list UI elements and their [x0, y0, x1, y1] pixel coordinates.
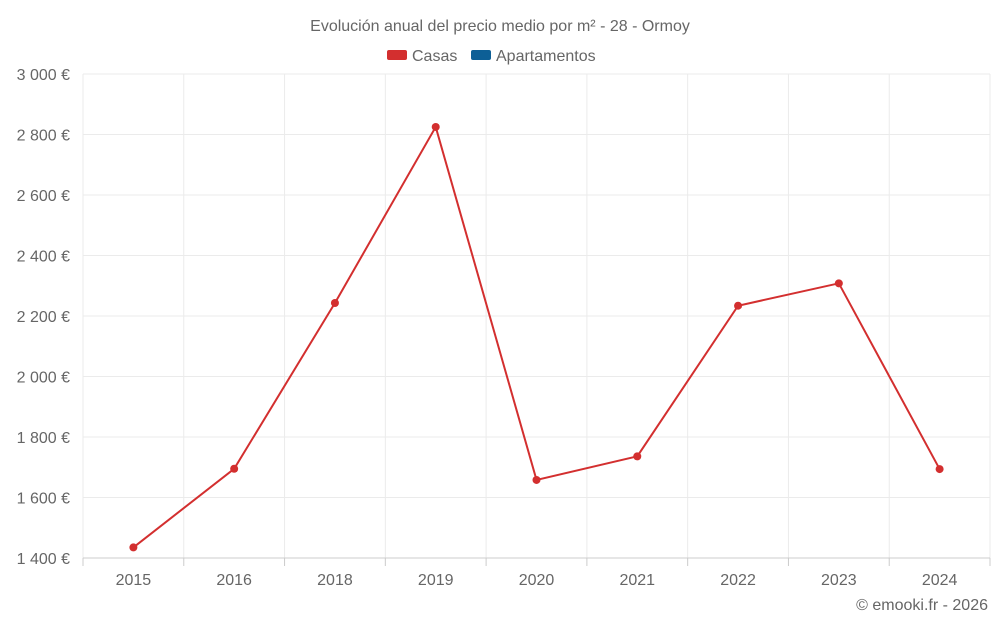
- data-point-casas[interactable]: [532, 475, 541, 484]
- x-axis-ticks: 2015 2016 2018 2019 2020 2021 2022 2023 2024: [82, 558, 991, 589]
- y-tick-label: 2 600 €: [17, 188, 70, 205]
- y-axis-ticks: 1 400 € 1 600 € 1 800 € 2 000 € 2 200 € 2 400…: [17, 67, 70, 568]
- legend-swatch-casas: [387, 50, 407, 60]
- x-tick-label: 2021: [619, 572, 655, 589]
- y-tick-label: 1 800 €: [17, 430, 70, 447]
- data-point-casas[interactable]: [431, 122, 440, 131]
- y-tick-label: 3 000 €: [17, 67, 70, 84]
- y-tick-label: 2 200 €: [17, 309, 70, 326]
- series-line-casas: [132, 124, 941, 549]
- legend-label-casas: Casas: [412, 48, 457, 65]
- legend-swatch-apartamentos: [471, 50, 491, 60]
- x-tick-label: 2022: [720, 572, 756, 589]
- x-tick-label: 2018: [317, 572, 353, 589]
- credit-text: © emooki.fr - 2026: [856, 597, 988, 614]
- y-tick-label: 2 800 €: [17, 128, 70, 145]
- legend-item-casas[interactable]: Casas: [387, 48, 457, 65]
- x-tick-label: 2016: [216, 572, 252, 589]
- legend-label-apartamentos: Apartamentos: [496, 48, 596, 65]
- data-point-casas[interactable]: [330, 298, 339, 307]
- x-tick-label: 2024: [922, 572, 958, 589]
- x-tick-label: 2020: [519, 572, 555, 589]
- x-tick-label: 2023: [821, 572, 857, 589]
- y-tick-label: 1 600 €: [17, 491, 70, 508]
- chart-title: Evolución anual del precio medio por m² …: [310, 18, 690, 35]
- data-point-casas[interactable]: [734, 301, 743, 310]
- legend-item-apartamentos[interactable]: Apartamentos: [471, 48, 596, 65]
- x-tick-label: 2015: [116, 572, 152, 589]
- grid: [82, 73, 991, 558]
- x-tick-label: 2019: [418, 572, 454, 589]
- data-point-casas[interactable]: [129, 543, 138, 552]
- data-point-casas[interactable]: [230, 464, 239, 473]
- data-point-casas[interactable]: [633, 452, 642, 461]
- legend: Casas Apartamentos: [387, 48, 596, 65]
- data-point-casas[interactable]: [935, 465, 944, 474]
- y-tick-label: 2 000 €: [17, 370, 70, 387]
- y-tick-label: 2 400 €: [17, 249, 70, 266]
- y-tick-label: 1 400 €: [17, 551, 70, 568]
- data-point-casas[interactable]: [834, 279, 843, 288]
- series-casas: [129, 122, 944, 552]
